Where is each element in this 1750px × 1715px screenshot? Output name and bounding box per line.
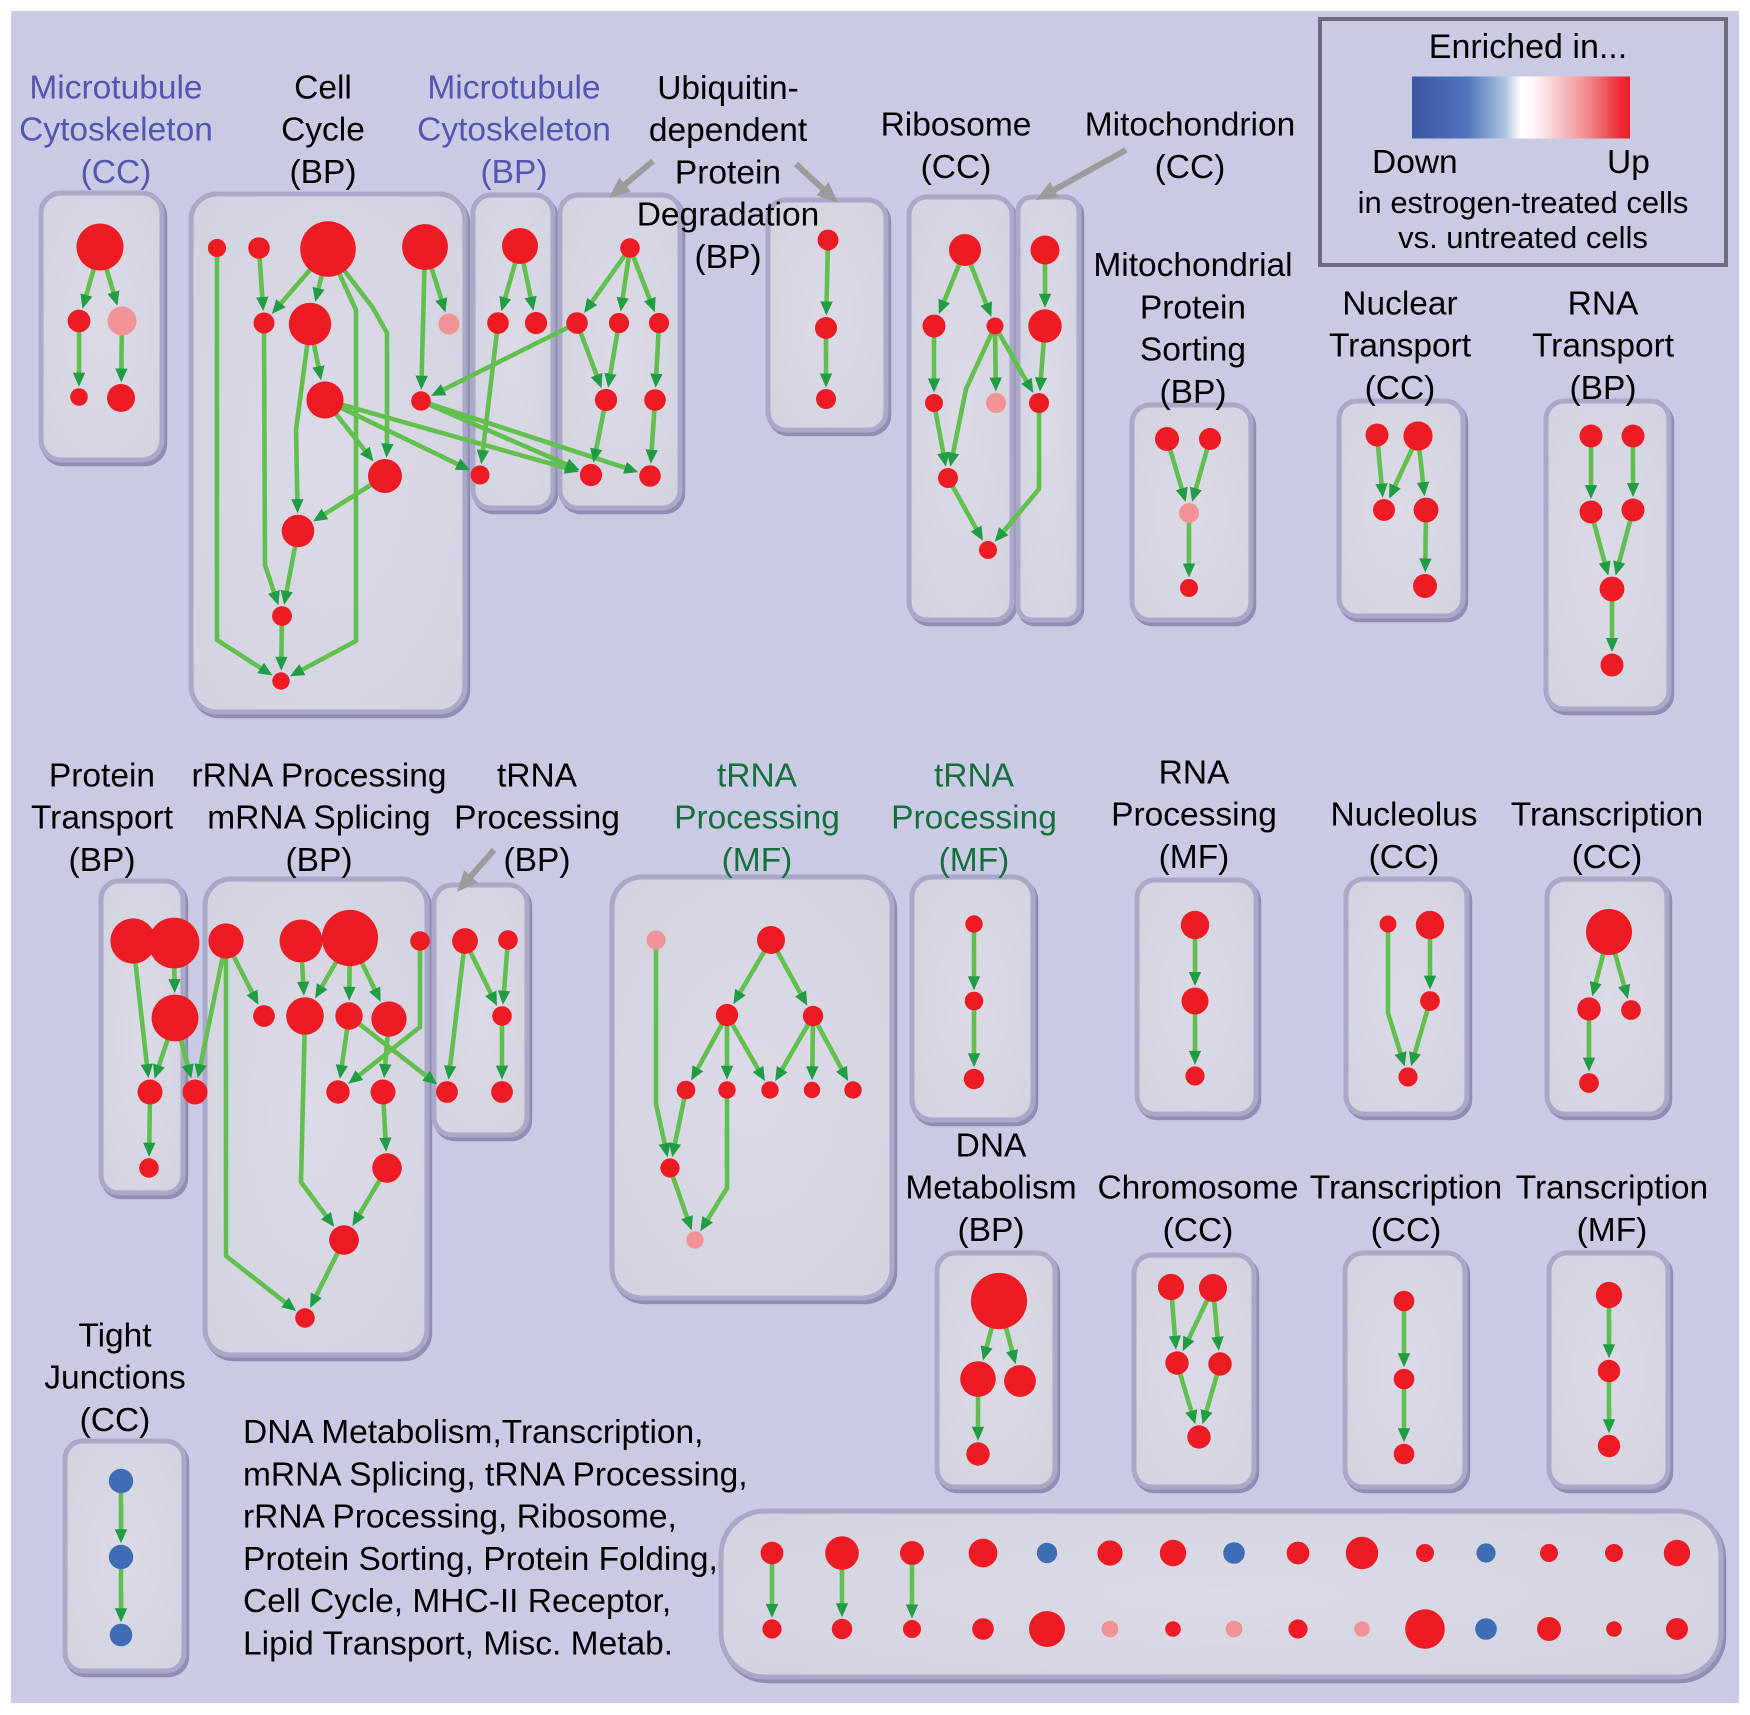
svg-text:Microtubule: Microtubule: [29, 69, 202, 106]
svg-text:(MF): (MF): [722, 842, 793, 879]
svg-text:Ubiquitin-: Ubiquitin-: [657, 70, 799, 107]
svg-text:Processing: Processing: [891, 800, 1057, 837]
svg-text:tRNA: tRNA: [497, 757, 578, 794]
svg-text:Junctions: Junctions: [44, 1360, 186, 1397]
svg-text:Cycle: Cycle: [281, 112, 365, 149]
svg-text:Cell: Cell: [294, 69, 352, 106]
svg-text:Cell Cycle, MHC-II Receptor,: Cell Cycle, MHC-II Receptor,: [243, 1583, 671, 1620]
svg-text:(CC): (CC): [81, 154, 152, 191]
svg-text:(BP): (BP): [286, 842, 353, 879]
svg-text:vs. untreated cells: vs. untreated cells: [1398, 220, 1648, 255]
svg-text:Cytoskeleton: Cytoskeleton: [19, 112, 213, 149]
svg-text:Nucleolus: Nucleolus: [1330, 797, 1477, 834]
svg-text:Sorting: Sorting: [1140, 332, 1246, 369]
svg-text:Protein: Protein: [675, 154, 781, 191]
svg-text:(BP): (BP): [504, 842, 571, 879]
svg-text:Processing: Processing: [454, 800, 620, 837]
svg-text:Processing: Processing: [1111, 797, 1277, 834]
svg-text:rRNA Processing: rRNA Processing: [191, 757, 446, 794]
svg-text:Up: Up: [1607, 144, 1650, 181]
svg-text:(CC): (CC): [80, 1402, 151, 1439]
svg-text:tRNA: tRNA: [717, 757, 798, 794]
svg-text:mRNA Splicing: mRNA Splicing: [207, 800, 430, 837]
svg-text:(BP): (BP): [1160, 374, 1227, 411]
svg-text:Lipid Transport, Misc. Metab.: Lipid Transport, Misc. Metab.: [243, 1626, 673, 1663]
svg-text:Nuclear: Nuclear: [1342, 285, 1457, 322]
svg-text:DNA Metabolism,Transcription,: DNA Metabolism,Transcription,: [243, 1414, 703, 1451]
svg-text:DNA: DNA: [956, 1127, 1027, 1164]
svg-text:Microtubule: Microtubule: [427, 69, 600, 106]
svg-text:(CC): (CC): [1371, 1212, 1442, 1249]
svg-text:Protein: Protein: [1140, 289, 1246, 326]
svg-text:mRNA Splicing, tRNA Processing: mRNA Splicing, tRNA Processing,: [243, 1456, 748, 1493]
svg-text:Protein Sorting, Protein Foldi: Protein Sorting, Protein Folding,: [243, 1541, 718, 1578]
svg-text:Mitochondrial: Mitochondrial: [1093, 247, 1292, 284]
svg-text:(BP): (BP): [695, 239, 762, 276]
svg-text:Transport: Transport: [1329, 328, 1472, 365]
svg-text:(MF): (MF): [1577, 1212, 1648, 1249]
svg-text:(MF): (MF): [1159, 839, 1230, 876]
svg-text:Ribosome: Ribosome: [881, 107, 1032, 144]
svg-text:Transport: Transport: [1532, 328, 1675, 365]
svg-text:(BP): (BP): [481, 154, 548, 191]
svg-text:RNA: RNA: [1159, 754, 1230, 791]
svg-text:Chromosome: Chromosome: [1097, 1170, 1298, 1207]
svg-text:(CC): (CC): [1365, 370, 1436, 407]
svg-text:(MF): (MF): [939, 842, 1010, 879]
svg-text:(CC): (CC): [1572, 839, 1643, 876]
svg-text:(CC): (CC): [1369, 839, 1440, 876]
svg-text:RNA: RNA: [1568, 285, 1639, 322]
svg-text:(BP): (BP): [69, 842, 136, 879]
svg-text:Down: Down: [1372, 144, 1458, 181]
svg-text:dependent: dependent: [649, 112, 808, 149]
svg-text:(CC): (CC): [1163, 1212, 1234, 1249]
svg-text:Protein: Protein: [49, 757, 155, 794]
svg-text:Transcription: Transcription: [1310, 1170, 1502, 1207]
svg-text:rRNA Processing, Ribosome,: rRNA Processing, Ribosome,: [243, 1499, 677, 1536]
svg-text:(BP): (BP): [1570, 370, 1637, 407]
svg-text:Mitochondrion: Mitochondrion: [1085, 107, 1295, 144]
svg-text:Transcription: Transcription: [1511, 797, 1703, 834]
svg-text:(CC): (CC): [921, 149, 992, 186]
svg-text:Transport: Transport: [31, 800, 174, 837]
svg-text:Degradation: Degradation: [637, 197, 820, 234]
svg-text:Metabolism: Metabolism: [905, 1170, 1076, 1207]
svg-text:Transcription: Transcription: [1516, 1170, 1708, 1207]
svg-text:Cytoskeleton: Cytoskeleton: [417, 112, 611, 149]
svg-text:(BP): (BP): [290, 154, 357, 191]
svg-text:(BP): (BP): [958, 1212, 1025, 1249]
svg-text:Enriched in...: Enriched in...: [1429, 28, 1627, 66]
svg-text:Tight: Tight: [78, 1317, 152, 1354]
svg-text:(CC): (CC): [1155, 149, 1226, 186]
svg-text:Processing: Processing: [674, 800, 840, 837]
svg-text:tRNA: tRNA: [934, 757, 1015, 794]
svg-text:in estrogen-treated cells: in estrogen-treated cells: [1358, 185, 1689, 220]
